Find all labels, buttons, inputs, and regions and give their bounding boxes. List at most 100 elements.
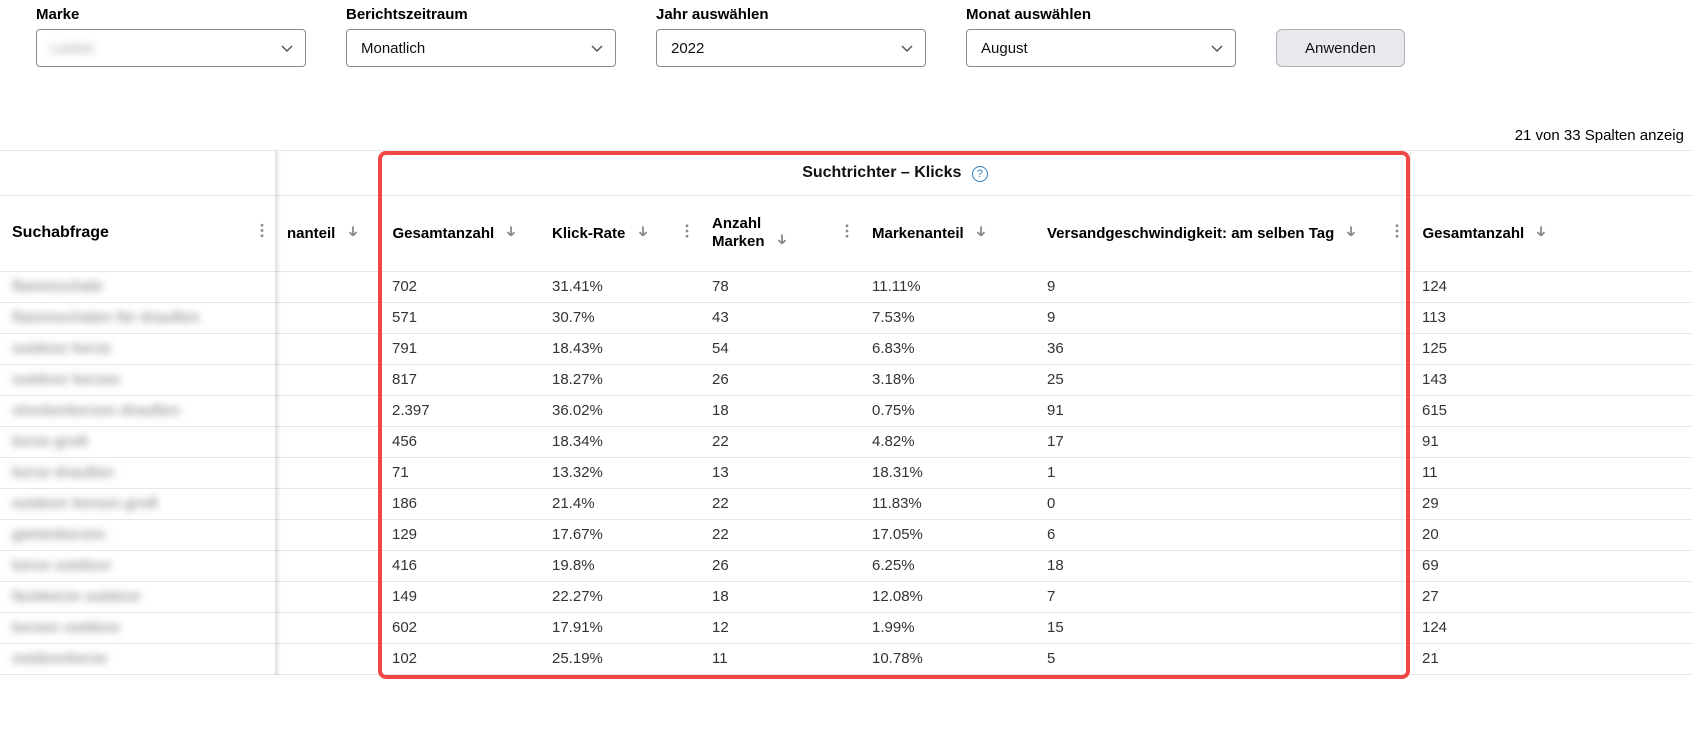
- cell-suchabfrage: outdoor kerzen: [0, 364, 275, 395]
- col-markenanteil[interactable]: Markenanteil: [860, 195, 1035, 271]
- table-row[interactable]: kerze groß45618.34%224.82%1791: [0, 426, 1692, 457]
- sort-desc-icon[interactable]: [1534, 224, 1548, 242]
- cell-markenanteil: 11.83%: [860, 488, 1035, 519]
- col-gesamtanzahl-2-label: Gesamtanzahl: [1423, 225, 1525, 242]
- cell-markenanteil: 7.53%: [860, 302, 1035, 333]
- cell-versand: 36: [1035, 333, 1410, 364]
- period-select[interactable]: Monatlich: [346, 29, 616, 67]
- cell-klickrate: 17.67%: [540, 519, 700, 550]
- cell-gesamtanzahl: 817: [380, 364, 540, 395]
- table-row[interactable]: outdoor kerzen groß18621.4%2211.83%029: [0, 488, 1692, 519]
- col-anzahl-marken-label: AnzahlMarken: [712, 215, 765, 251]
- kebab-icon[interactable]: [255, 224, 269, 243]
- sort-desc-icon[interactable]: [974, 224, 988, 242]
- table-row[interactable]: outdoor kerzen81718.27%263.18%25143: [0, 364, 1692, 395]
- table-row[interactable]: kerze outdoor41619.8%266.25%1869: [0, 550, 1692, 581]
- cell-nanteil: [275, 488, 380, 519]
- table-row[interactable]: fackkerze outdoor14922.27%1812.08%727: [0, 581, 1692, 612]
- cell-markenanteil: 18.31%: [860, 457, 1035, 488]
- cell-anzahl-marken: 18: [700, 581, 860, 612]
- cell-anzahl-marken: 22: [700, 426, 860, 457]
- cell-nanteil: [275, 364, 380, 395]
- cell-anzahl-marken: 43: [700, 302, 860, 333]
- col-versandgeschwindigkeit[interactable]: Versandgeschwindigkeit: am selben Tag: [1035, 195, 1410, 271]
- col-gesamtanzahl[interactable]: Gesamtanzahl: [380, 195, 540, 271]
- col-gesamtanzahl-2[interactable]: Gesamtanzahl: [1410, 195, 1692, 271]
- table-row[interactable]: kerzen outdoor60217.91%121.99%15124: [0, 612, 1692, 643]
- cell-gesamtanzahl: 2.397: [380, 395, 540, 426]
- group-blank-1: [0, 151, 275, 195]
- cell-versand: 7: [1035, 581, 1410, 612]
- kebab-icon[interactable]: [1390, 224, 1404, 242]
- cell-suchabfrage: fackkerze outdoor: [0, 581, 275, 612]
- col-anzahl-marken[interactable]: AnzahlMarken: [700, 195, 860, 271]
- table-row[interactable]: kerze draußen7113.32%1318.31%111: [0, 457, 1692, 488]
- filter-bar: Marke Lorem Berichtszeitraum Monatlich J…: [0, 0, 1692, 77]
- sort-desc-icon[interactable]: [636, 224, 650, 242]
- sort-desc-icon[interactable]: [504, 224, 518, 242]
- cell-gesamtanzahl: 416: [380, 550, 540, 581]
- col-gesamtanzahl-label: Gesamtanzahl: [393, 225, 495, 242]
- chevron-down-icon: [281, 42, 293, 54]
- sort-desc-icon[interactable]: [775, 232, 789, 250]
- cell-nanteil: [275, 271, 380, 302]
- col-klickrate[interactable]: Klick-Rate: [540, 195, 700, 271]
- cell-klickrate: 25.19%: [540, 643, 700, 674]
- sort-desc-icon[interactable]: [346, 224, 360, 242]
- col-suchabfrage[interactable]: Suchabfrage: [0, 195, 275, 271]
- cell-gesamtanzahl: 456: [380, 426, 540, 457]
- cell-anzahl-marken: 22: [700, 519, 860, 550]
- filter-month-label: Monat auswählen: [966, 6, 1236, 23]
- cell-markenanteil: 4.82%: [860, 426, 1035, 457]
- cell-versand: 25: [1035, 364, 1410, 395]
- cell-suchabfrage: outdoor kerzen groß: [0, 488, 275, 519]
- cell-markenanteil: 0.75%: [860, 395, 1035, 426]
- cell-gesamtanzahl-2: 29: [1410, 488, 1692, 519]
- sort-desc-icon[interactable]: [1344, 224, 1358, 242]
- info-icon[interactable]: ?: [972, 166, 988, 182]
- cell-versand: 91: [1035, 395, 1410, 426]
- cell-markenanteil: 6.83%: [860, 333, 1035, 364]
- cell-anzahl-marken: 12: [700, 612, 860, 643]
- cell-gesamtanzahl: 186: [380, 488, 540, 519]
- group-header-klicks-label: Suchtrichter – Klicks: [802, 164, 961, 181]
- cell-versand: 0: [1035, 488, 1410, 519]
- cell-nanteil: [275, 395, 380, 426]
- apply-button[interactable]: Anwenden: [1276, 29, 1405, 67]
- frozen-column-shadow: [275, 151, 281, 675]
- filter-year-label: Jahr auswählen: [656, 6, 926, 23]
- cell-gesamtanzahl: 571: [380, 302, 540, 333]
- table-row[interactable]: flammschalen für draußen57130.7%437.53%9…: [0, 302, 1692, 333]
- brand-select[interactable]: Lorem: [36, 29, 306, 67]
- cell-anzahl-marken: 22: [700, 488, 860, 519]
- table-row[interactable]: flammschale70231.41%7811.11%9124: [0, 271, 1692, 302]
- kebab-icon[interactable]: [680, 224, 694, 242]
- year-select-value: 2022: [671, 40, 704, 57]
- cell-suchabfrage: kerze groß: [0, 426, 275, 457]
- cell-versand: 9: [1035, 271, 1410, 302]
- col-versand-label: Versandgeschwindigkeit: am selben Tag: [1047, 225, 1334, 242]
- table-row[interactable]: outdoorkerze10225.19%1110.78%521: [0, 643, 1692, 674]
- kebab-icon[interactable]: [840, 224, 854, 242]
- filter-brand: Marke Lorem: [36, 6, 306, 67]
- cell-suchabfrage: kerze draußen: [0, 457, 275, 488]
- cell-gesamtanzahl-2: 69: [1410, 550, 1692, 581]
- cell-gesamtanzahl-2: 11: [1410, 457, 1692, 488]
- cell-klickrate: 18.34%: [540, 426, 700, 457]
- cell-klickrate: 17.91%: [540, 612, 700, 643]
- table-row[interactable]: outdoor kerze79118.43%546.83%36125: [0, 333, 1692, 364]
- filter-period-label: Berichtszeitraum: [346, 6, 616, 23]
- table-row[interactable]: gartenkerzen12917.67%2217.05%620: [0, 519, 1692, 550]
- col-nanteil-label: nanteil: [287, 225, 335, 242]
- year-select[interactable]: 2022: [656, 29, 926, 67]
- month-select[interactable]: August: [966, 29, 1236, 67]
- cell-gesamtanzahl-2: 27: [1410, 581, 1692, 612]
- cell-suchabfrage: flammschalen für draußen: [0, 302, 275, 333]
- cell-gesamtanzahl-2: 615: [1410, 395, 1692, 426]
- cell-gesamtanzahl-2: 21: [1410, 643, 1692, 674]
- col-nanteil[interactable]: nanteil: [275, 195, 380, 271]
- columns-count-text: 21 von 33 Spalten anzeig: [0, 77, 1692, 150]
- table-row[interactable]: stockenkerzen draußen2.39736.02%180.75%9…: [0, 395, 1692, 426]
- cell-gesamtanzahl: 791: [380, 333, 540, 364]
- period-select-value: Monatlich: [361, 40, 425, 57]
